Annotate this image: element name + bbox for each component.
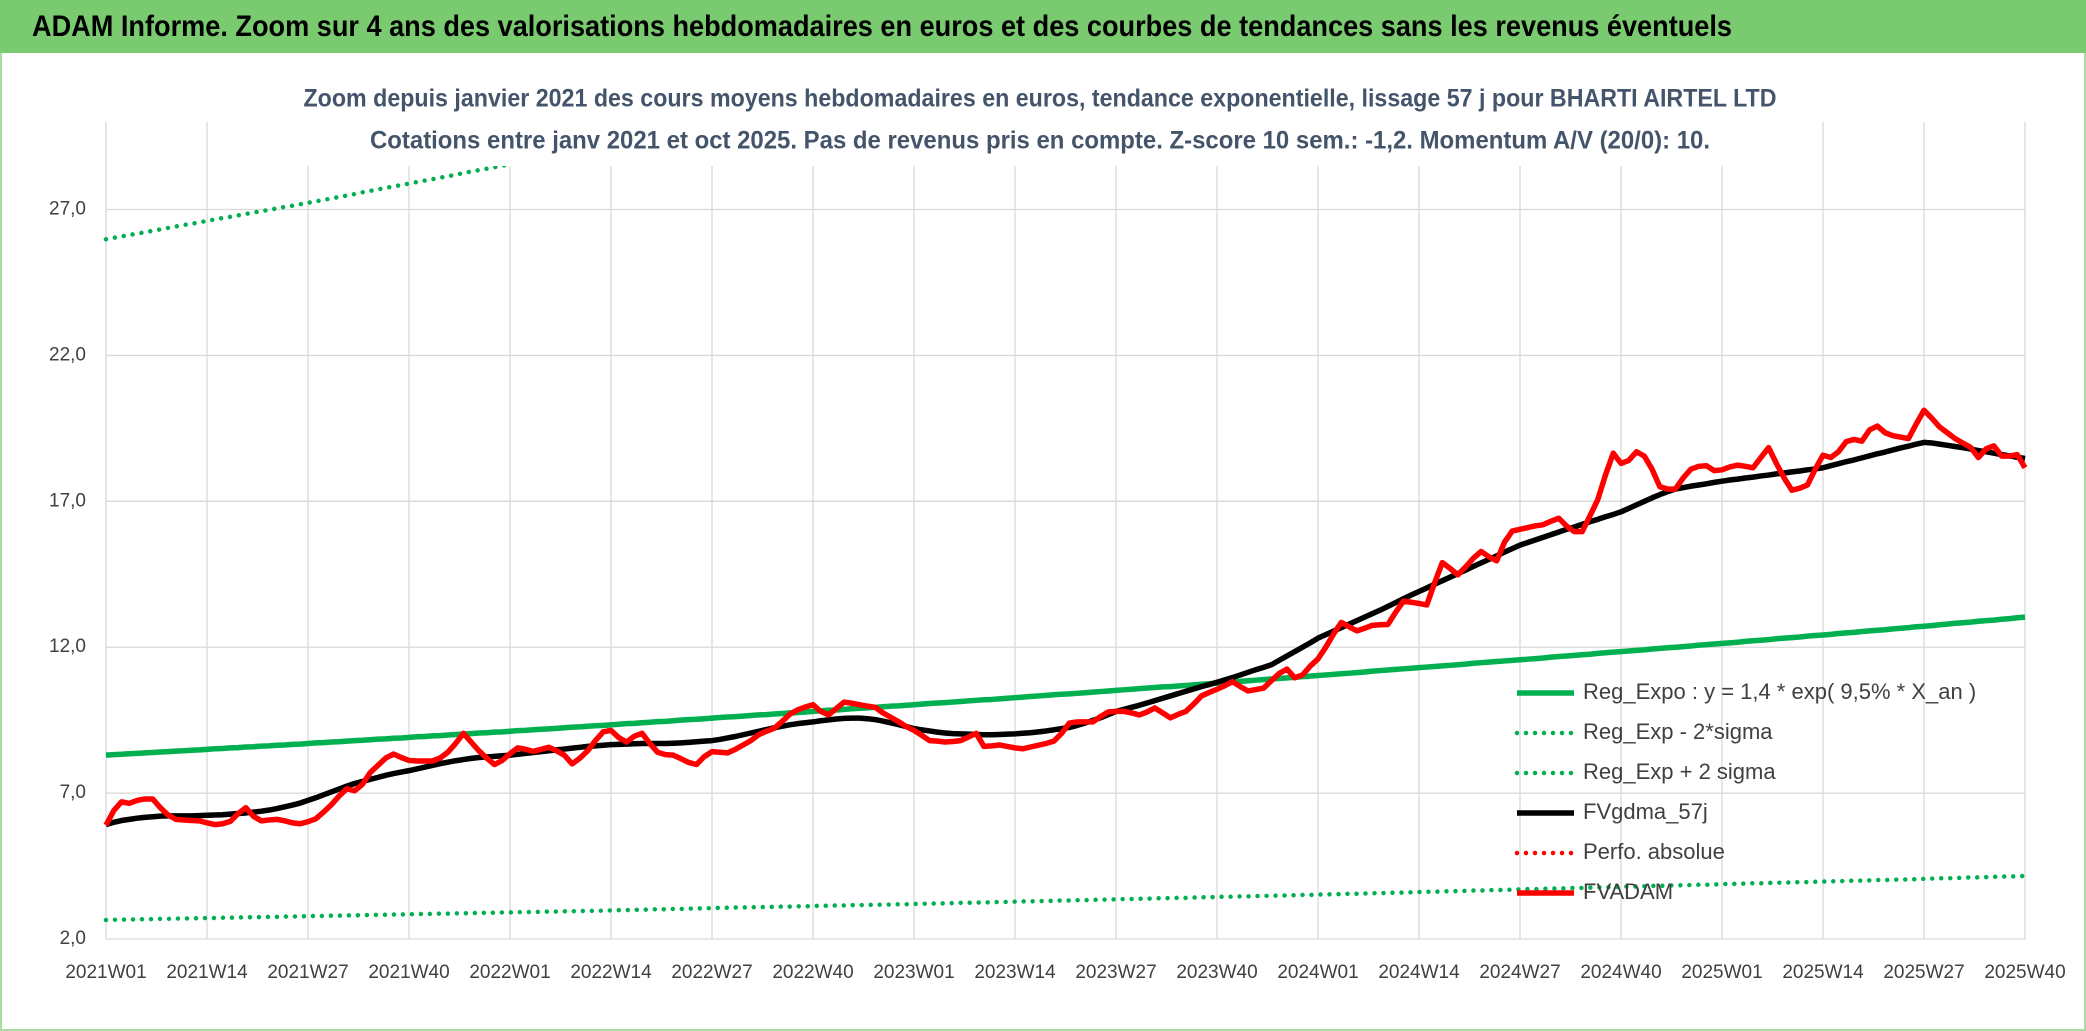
x-tick-label: 2025W01: [1681, 962, 1762, 983]
legend-label: FVADAM: [1583, 879, 1673, 904]
legend-label: Reg_Expo : y = 1,4 * exp( 9,5% * X_an ): [1583, 679, 1976, 704]
series-line: [105, 614, 2026, 758]
y-tick-label: 22,0: [49, 344, 86, 365]
legend: Reg_Expo : y = 1,4 * exp( 9,5% * X_an ) R…: [1514, 679, 1976, 904]
x-tick-label: 2021W01: [65, 962, 146, 983]
subtitle-box: [285, 78, 1785, 166]
x-tick-label: 2024W14: [1378, 962, 1460, 983]
axes: 2,0 7,0 12,0 17,0 22,0 27,0 2021W01 2021W14 2021…: [49, 199, 2066, 983]
legend-label: Reg_Exp + 2 sigma: [1583, 759, 1776, 784]
page-title: ADAM Informe. Zoom sur 4 ans des valoris…: [32, 10, 1732, 43]
series-line: [103, 122, 731, 242]
x-tick-label: 2024W40: [1580, 962, 1661, 983]
legend-label: FVgdma_57j: [1583, 799, 1708, 824]
x-tick-label: 2022W40: [772, 962, 853, 983]
subtitle: Zoom depuis janvier 2021 des cours moyen…: [304, 85, 1777, 113]
y-tick-label: 12,0: [49, 636, 86, 657]
legend-label: Reg_Exp - 2*sigma: [1583, 719, 1773, 744]
x-tick-label: 2024W01: [1277, 962, 1358, 983]
x-tick-label: 2025W27: [1883, 962, 1964, 983]
x-tick-label: 2025W40: [1984, 962, 2065, 983]
series-line: [103, 873, 2028, 923]
x-tick-label: 2021W40: [368, 962, 449, 983]
x-tick-label: 2023W01: [873, 962, 954, 983]
x-tick-label: 2023W40: [1176, 962, 1257, 983]
x-tick-label: 2022W14: [570, 962, 652, 983]
series-line: [103, 407, 2028, 828]
x-tick-label: 2024W27: [1479, 962, 1560, 983]
plot-area: [103, 122, 2028, 923]
x-tick-label: 2025W14: [1782, 962, 1864, 983]
x-tick-label: 2021W27: [267, 962, 348, 983]
y-tick-label: 2,0: [60, 928, 86, 949]
x-tick-label: 2023W27: [1075, 962, 1156, 983]
x-tick-label: 2022W01: [469, 962, 550, 983]
x-tick-label: 2022W27: [671, 962, 752, 983]
subtitle: Cotations entre janv 2021 et oct 2025. P…: [370, 127, 1710, 155]
x-tick-label: 2023W14: [974, 962, 1056, 983]
x-tick-label: 2021W14: [166, 962, 248, 983]
y-tick-label: 17,0: [49, 490, 86, 511]
y-tick-label: 7,0: [60, 782, 86, 803]
y-tick-label: 27,0: [49, 199, 86, 220]
title-bar: [0, 0, 2086, 53]
legend-label: Perfo. absolue: [1583, 839, 1725, 864]
